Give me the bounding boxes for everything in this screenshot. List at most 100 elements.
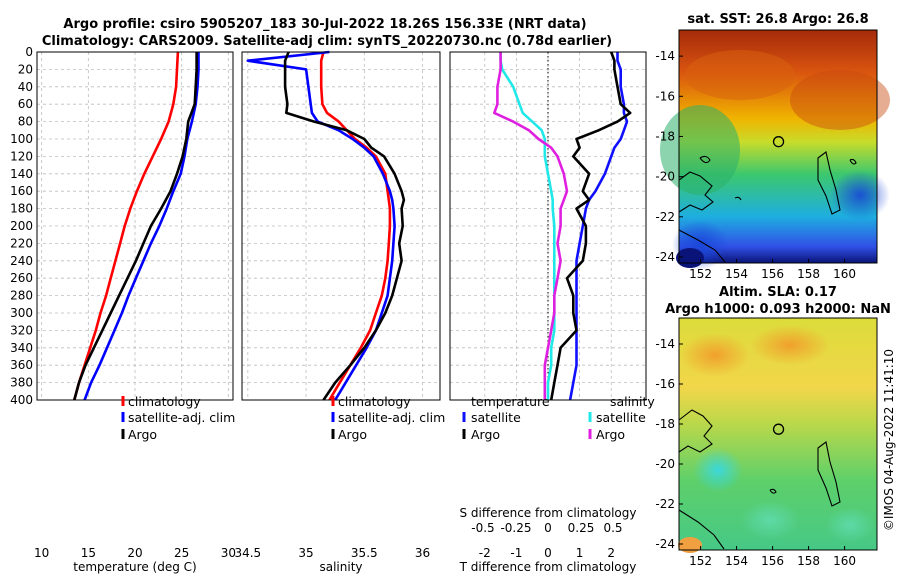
- series-line-climatology: [319, 51, 392, 401]
- x-tick-label: 20: [127, 546, 142, 560]
- coastline-contour: [678, 171, 714, 213]
- s-diff-tick: 0.25: [568, 521, 595, 535]
- coastline-contour: [678, 409, 713, 453]
- depth-tick-label: 280: [10, 289, 33, 303]
- sst-coastlines: [678, 151, 857, 263]
- x-tick-label: -1: [510, 546, 522, 560]
- depth-tick-label: 100: [10, 132, 33, 146]
- s-diff-tick: 0: [544, 521, 552, 535]
- sla-map-frame: [678, 317, 878, 551]
- depth-tick-label: 320: [10, 323, 33, 337]
- depth-tick-label: 260: [10, 271, 33, 285]
- imos-credit: ©IMOS 04-Aug-2022 11:41:10: [882, 349, 896, 531]
- salinity-legend: climatology satellite-adj. clim Argo: [331, 394, 445, 442]
- lon-tick-label: 152: [689, 267, 712, 281]
- x-tick-label: 36: [415, 546, 430, 560]
- series-line-temperature-argo: [549, 51, 632, 401]
- series-line-salinity-satellite: [499, 52, 556, 400]
- t-difference-xlabel: T difference from climatology: [459, 560, 637, 574]
- x-tick-label: 35.5: [351, 546, 378, 560]
- sst-field: [660, 30, 890, 270]
- difference-legend: temperature satellite Argo salinity sate…: [462, 394, 655, 442]
- depth-tick-label: 160: [10, 184, 33, 198]
- series-line-salinity-argo: [492, 52, 569, 400]
- sla-map-title-line-1: Altim. SLA: 0.17: [719, 285, 837, 300]
- lon-tick-label: 156: [761, 554, 784, 568]
- x-tick-label: 2: [607, 546, 615, 560]
- depth-tick-label: 0: [25, 45, 33, 59]
- depth-tick-label: 380: [10, 376, 33, 390]
- depth-tick-label: 60: [18, 97, 33, 111]
- difference-axes-frame: [449, 51, 647, 401]
- lon-tick-label: 154: [725, 554, 748, 568]
- sla-map-title-line-2: Argo h1000: 0.093 h2000: NaN: [665, 302, 891, 317]
- legend-label-satellite-adj: satellite-adj. clim: [338, 410, 445, 425]
- lat-tick-label: -20: [655, 170, 675, 184]
- depth-tick-label: 140: [10, 167, 33, 181]
- s-difference-axis-label: S difference from climatology: [460, 506, 637, 520]
- lat-tick-label: -18: [655, 129, 675, 143]
- legend-label-t-argo: Argo: [471, 427, 500, 442]
- depth-tick-label: 360: [10, 358, 33, 372]
- lon-tick-label: 160: [833, 554, 856, 568]
- temperature-axes-frame: [36, 51, 234, 401]
- lon-tick-label: 154: [725, 267, 748, 281]
- figure-title-line-2: Climatology: CARS2009. Satellite-adj cli…: [42, 34, 612, 49]
- argo-position-marker: [772, 423, 785, 435]
- coastline-contour: [817, 151, 841, 215]
- coastline-contour: [699, 155, 711, 164]
- lat-tick-label: -22: [655, 210, 675, 224]
- temperature-xlabel: temperature (deg C): [73, 560, 196, 574]
- coastline-contour: [817, 441, 841, 507]
- x-tick-label: -2: [479, 546, 491, 560]
- sla-high-patch: [680, 333, 750, 377]
- depth-tick-label: 120: [10, 149, 33, 163]
- s-difference-ticks: -0.5 -0.25 0 0.25 0.5: [471, 521, 622, 535]
- sst-dark-corner: [676, 248, 704, 268]
- lon-tick-label: 158: [797, 267, 820, 281]
- lat-tick-label: -20: [655, 457, 675, 471]
- x-tick-label: 0: [544, 546, 552, 560]
- legend-label-climatology: climatology: [338, 394, 411, 409]
- sla-field: [678, 318, 877, 553]
- legend-label-climatology: climatology: [128, 394, 201, 409]
- lon-tick-label: 158: [797, 554, 820, 568]
- lat-tick-label: -24: [655, 537, 675, 551]
- difference-panel: -2 -1 0 1 2 S difference from climatology -0…: [449, 51, 655, 574]
- sla-map-panel: Altim. SLA: 0.17 Argo h1000: 0.093 h2000…: [655, 285, 890, 568]
- coastline-contour: [678, 509, 725, 550]
- legend-label-s-argo: Argo: [596, 427, 625, 442]
- sla-low-patch: [825, 507, 875, 543]
- series-line-argo: [73, 52, 198, 401]
- depth-tick-label: 180: [10, 202, 33, 216]
- depth-tick-label: 40: [18, 80, 33, 94]
- legend-label-satellite-adj: satellite-adj. clim: [128, 410, 235, 425]
- legend-title-salinity: salinity: [610, 394, 655, 409]
- temperature-panel: 10 15 20 25 30020406080100120140160180200220…: [10, 45, 236, 574]
- s-diff-tick: -0.25: [500, 521, 531, 535]
- legend-label-argo: Argo: [128, 427, 157, 442]
- depth-tick-label: 340: [10, 341, 33, 355]
- depth-tick-label: 20: [18, 62, 33, 76]
- sst-blue-patch: [830, 170, 890, 220]
- lon-tick-label: 160: [833, 267, 856, 281]
- legend-label-argo: Argo: [338, 427, 367, 442]
- salinity-panel: 34.5 35 35.5 36 salinity climatology satell…: [234, 50, 445, 574]
- temperature-legend: climatology satellite-adj. clim Argo: [121, 394, 235, 442]
- coastline-contour: [734, 196, 742, 201]
- argo-position-marker: [772, 136, 785, 148]
- x-tick-label: 30: [221, 546, 236, 560]
- sla-low-patch: [693, 448, 743, 492]
- depth-tick-label: 200: [10, 219, 33, 233]
- x-tick-label: 10: [34, 546, 49, 560]
- legend-label-s-satellite: satellite: [596, 410, 646, 425]
- lon-tick-label: 152: [689, 554, 712, 568]
- salinity-axes-frame: [241, 51, 441, 401]
- s-diff-tick: -0.5: [471, 521, 494, 535]
- lat-tick-label: -22: [655, 497, 675, 511]
- sst-map-title: sat. SST: 26.8 Argo: 26.8: [687, 12, 868, 27]
- sla-low-patch: [740, 500, 800, 540]
- lat-tick-label: -18: [655, 417, 675, 431]
- depth-tick-label: 300: [10, 306, 33, 320]
